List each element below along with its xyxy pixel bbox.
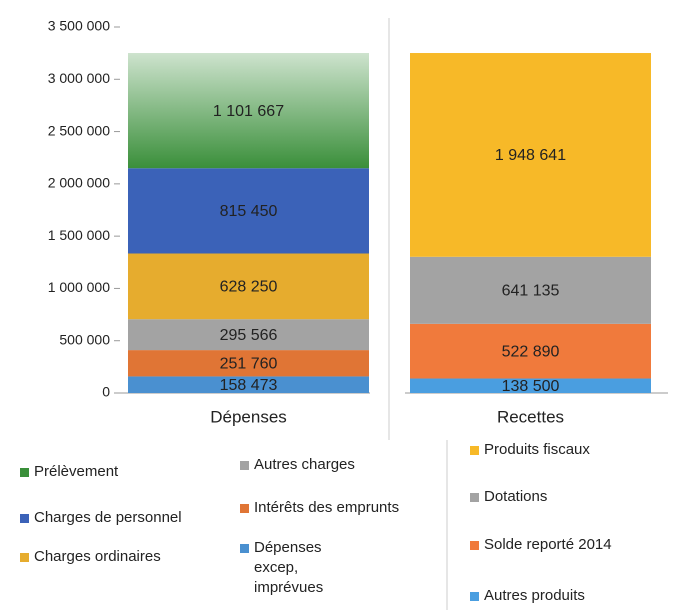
bar-segment: [410, 323, 651, 379]
legend-label: Dotations: [484, 488, 548, 505]
value-label: 641 135: [502, 283, 560, 300]
value-label: 815 450: [220, 203, 278, 220]
legend-swatch: [470, 592, 479, 601]
legend-swatch: [240, 544, 249, 553]
bar-segment: [128, 168, 369, 254]
legend-swatch: [240, 461, 249, 470]
value-label: 628 250: [220, 279, 278, 296]
y-tick-label: 2 000 000: [48, 175, 110, 191]
bar-segment: [410, 256, 651, 324]
bar-segment: [410, 53, 651, 257]
x-tick-label: Dépenses: [210, 407, 287, 426]
y-tick-label: 1 000 000: [48, 279, 110, 295]
legend-item: Charges ordinaires: [20, 547, 244, 567]
bar-segment: [128, 319, 369, 351]
legend-swatch: [20, 514, 29, 523]
value-label: 1 101 667: [213, 103, 284, 120]
legend-item: Autres produits: [470, 586, 684, 606]
legend-item: Prélèvement: [20, 462, 234, 482]
legend-item: Dotations: [470, 487, 684, 507]
legend-label: Autres charges: [254, 456, 355, 473]
legend-label: Solde reporté 2014: [484, 536, 612, 553]
legend-item: Intérêts des emprunts: [240, 498, 454, 518]
legend-swatch: [240, 504, 249, 513]
value-label: 251 760: [220, 355, 278, 372]
legend-label: Autres produits: [484, 587, 585, 604]
x-tick-label: Recettes: [497, 407, 564, 426]
y-tick-label: 1 500 000: [48, 227, 110, 243]
legend-item: Autres charges: [240, 455, 454, 475]
legend-swatch: [470, 446, 479, 455]
y-tick-label: 3 500 000: [48, 18, 110, 34]
legend-item: Dépenses excep, imprévues: [240, 538, 369, 598]
legend-item: Solde reporté 2014: [470, 535, 624, 555]
bar-segment: [128, 376, 369, 393]
y-tick-label: 500 000: [59, 331, 110, 347]
bar-segment: [128, 253, 369, 320]
value-label: 522 890: [502, 343, 560, 360]
bar-segment: [410, 378, 651, 393]
legend-label: Dépenses excep, imprévues: [254, 539, 324, 596]
bar-segment: [128, 53, 369, 169]
legend-label: Produits fiscaux: [484, 441, 590, 458]
y-tick-label: 0: [102, 384, 110, 400]
legend-swatch: [20, 553, 29, 562]
value-label: 295 566: [220, 327, 278, 344]
legend-swatch: [20, 468, 29, 477]
value-label: 158 473: [220, 377, 278, 394]
y-tick-label: 3 000 000: [48, 70, 110, 86]
legend-label: Intérêts des emprunts: [254, 499, 400, 516]
bar-segment: [128, 350, 369, 377]
value-label: 138 500: [502, 378, 560, 395]
legend-label: Charges ordinaires: [34, 548, 161, 565]
legend-swatch: [470, 541, 479, 550]
legend-label: Prélèvement: [34, 463, 119, 480]
value-label: 1 948 641: [495, 147, 566, 164]
legend-item: Produits fiscaux: [470, 440, 684, 460]
legend-swatch: [470, 493, 479, 502]
legend-item: Charges de personnel: [20, 508, 244, 528]
legend-label: Charges de personnel: [34, 509, 182, 526]
y-tick-label: 2 500 000: [48, 122, 110, 138]
